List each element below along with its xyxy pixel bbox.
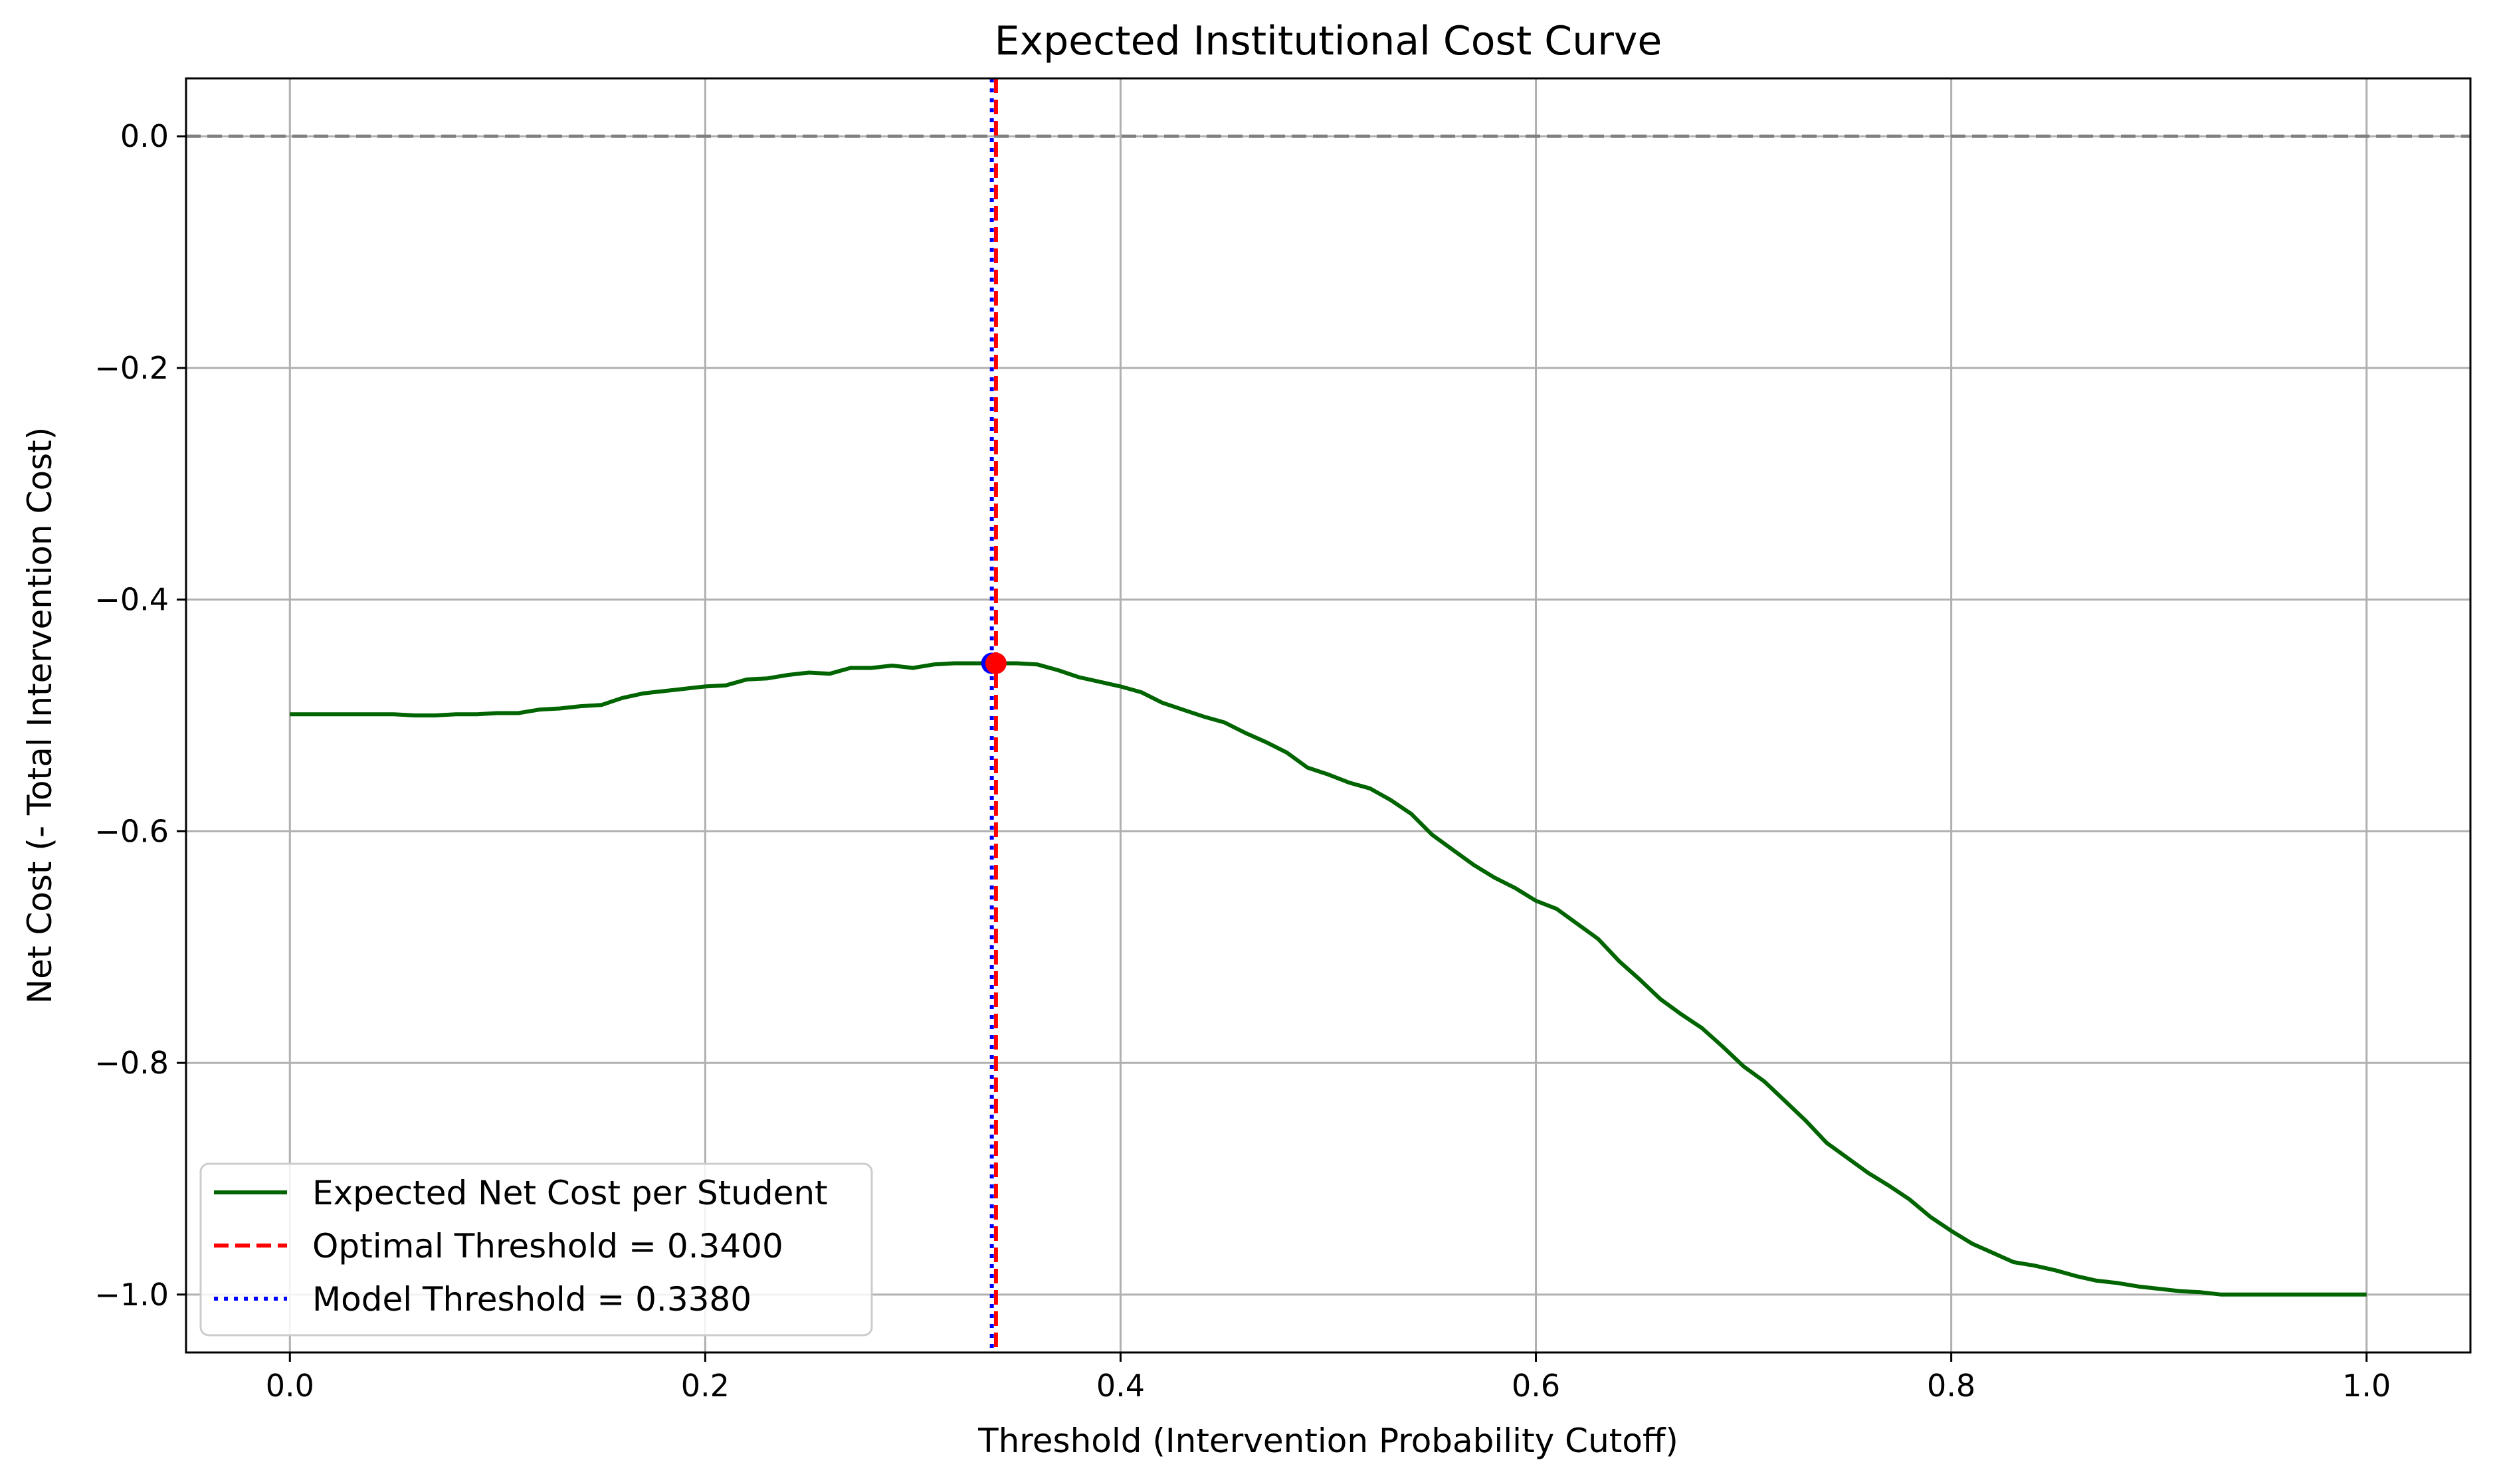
legend-label-model-threshold: Model Threshold = 0.3380 [312, 1280, 751, 1319]
y-axis-label: Net Cost (- Total Intervention Cost) [21, 427, 59, 1004]
y-axis-ticks: 0.0 −0.2 −0.4 −0.6 −0.8 −1.0 [94, 118, 186, 1313]
legend: Expected Net Cost per Student Optimal Th… [199, 1162, 873, 1337]
x-tick-label: 0.4 [1096, 1368, 1145, 1404]
legend-box [199, 1162, 873, 1337]
x-tick-label: 0.2 [681, 1368, 730, 1404]
legend-label-optimal-threshold: Optimal Threshold = 0.3400 [312, 1227, 783, 1265]
chart-title: Expected Institutional Cost Curve [995, 18, 1662, 64]
x-tick-label: 1.0 [2342, 1368, 2391, 1404]
optimal-threshold-marker [985, 652, 1007, 674]
y-tick-label: −0.2 [94, 350, 169, 386]
y-tick-label: −0.6 [94, 813, 169, 849]
x-axis-ticks: 0.0 0.2 0.4 0.6 0.8 1.0 [266, 1352, 2391, 1404]
marker-layer [981, 652, 1007, 674]
x-axis-label: Threshold (Intervention Probability Cuto… [977, 1422, 1678, 1460]
x-tick-label: 0.0 [266, 1368, 314, 1404]
y-tick-label: 0.0 [120, 118, 169, 154]
y-tick-label: −1.0 [94, 1277, 169, 1313]
expected-net-cost-line [290, 661, 2367, 1297]
y-tick-label: −0.4 [94, 582, 169, 618]
y-tick-label: −0.8 [94, 1045, 169, 1081]
legend-label-expected-net-cost: Expected Net Cost per Student [312, 1174, 828, 1212]
series-layer [290, 78, 2367, 1352]
x-tick-label: 0.8 [1927, 1368, 1975, 1404]
x-tick-label: 0.6 [1512, 1368, 1560, 1404]
plot-frame [185, 77, 2472, 1354]
